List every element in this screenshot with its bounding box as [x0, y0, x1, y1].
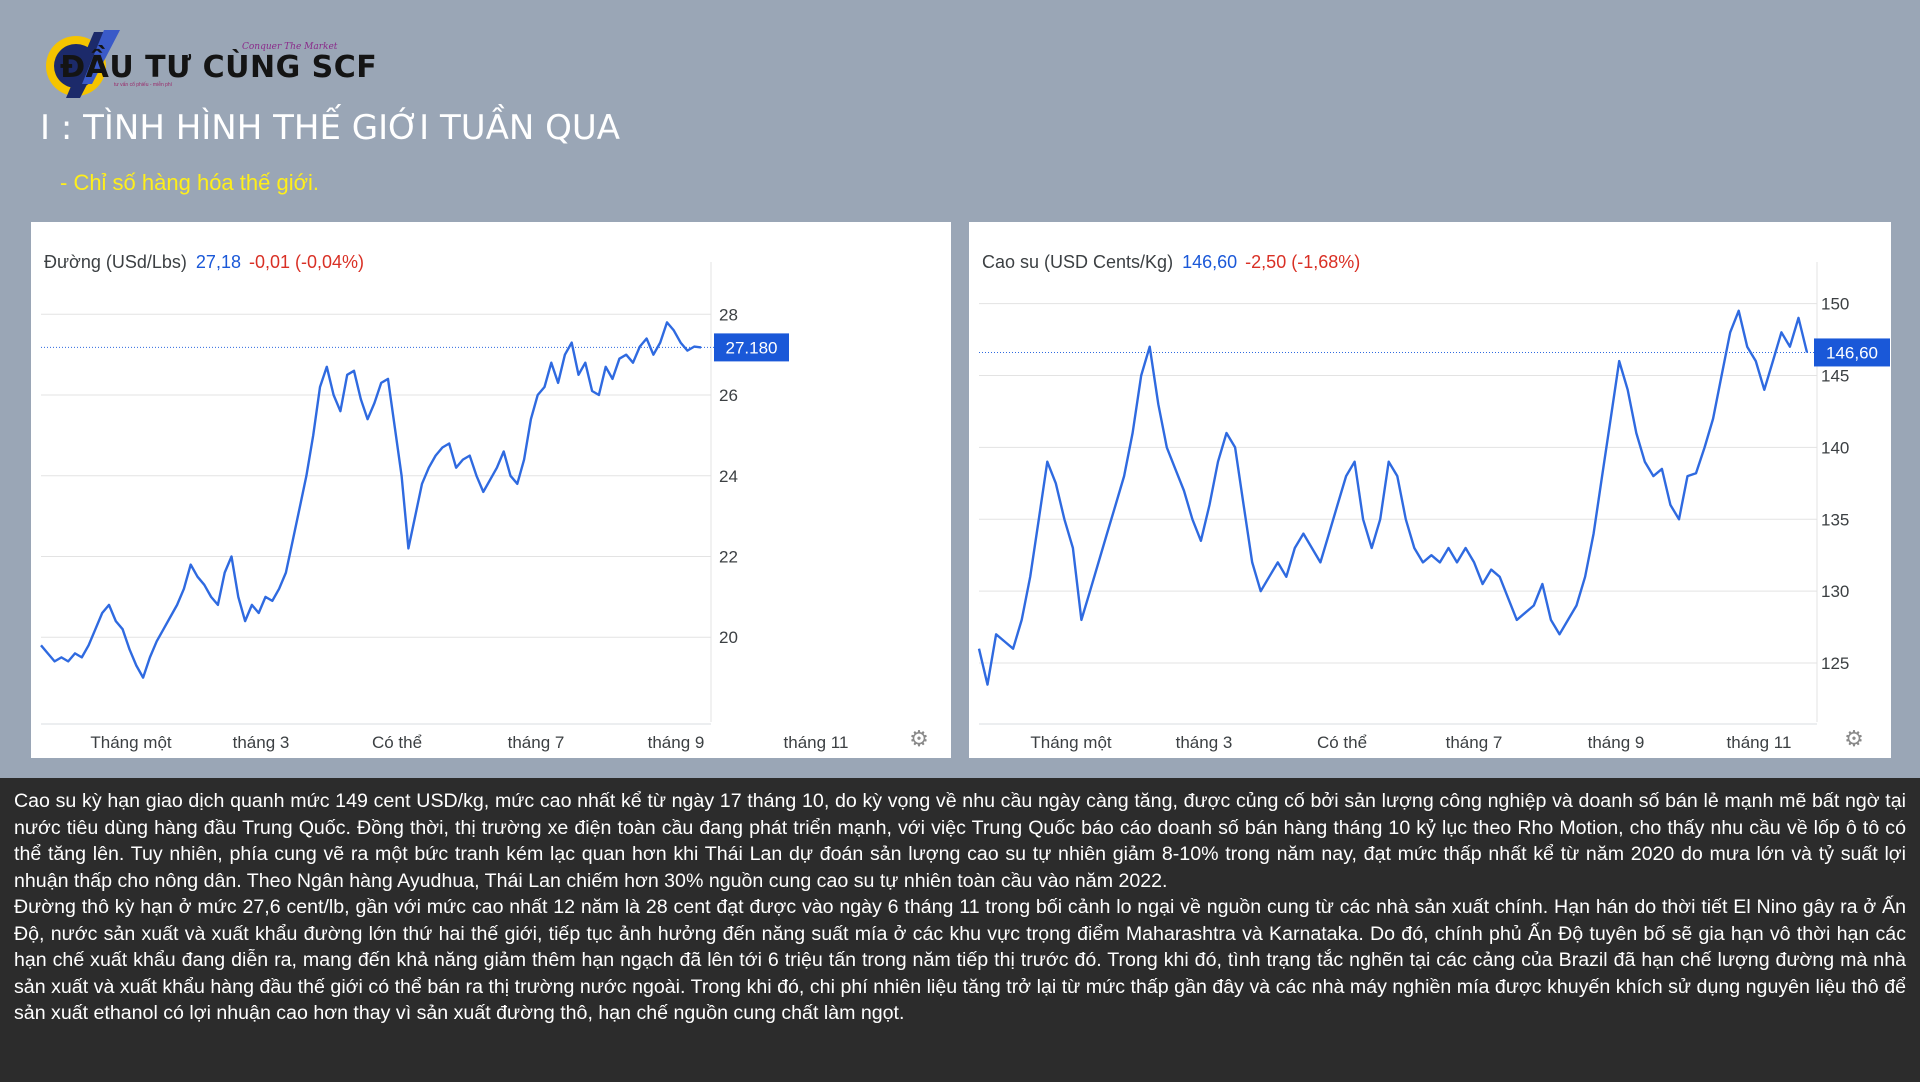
sugar-x-tick-label: Tháng một: [90, 733, 172, 752]
sugar-chart-header: Đường (USd/Lbs) 27,18 -0,01 (-0,04%): [44, 252, 364, 273]
article-paragraph-rubber: Cao su kỳ hạn giao dịch quanh mức 149 ce…: [14, 790, 1906, 892]
rubber-chart-header: Cao su (USD Cents/Kg) 146,60 -2,50 (-1,6…: [982, 252, 1360, 273]
rubber-chart-title: Cao su (USD Cents/Kg): [982, 252, 1174, 272]
article-text: Cao su kỳ hạn giao dịch quanh mức 149 ce…: [0, 778, 1920, 1082]
rubber-y-tick-label: 145: [1821, 366, 1849, 385]
sugar-price-badge-label: 27.180: [726, 338, 778, 357]
section-heading: I : TÌNH HÌNH THẾ GIỚI TUẦN QUA: [40, 108, 621, 148]
article-paragraph-sugar: Đường thô kỳ hạn ở mức 27,6 cent/lb, gần…: [14, 896, 1906, 1024]
sugar-y-tick-label: 28: [719, 305, 738, 324]
rubber-change: -2,50 (-1,68%): [1245, 252, 1361, 272]
sugar-x-tick-label: tháng 11: [784, 733, 849, 752]
sugar-x-tick-label: tháng 7: [508, 733, 565, 752]
sugar-change: -0,01 (-0,04%): [248, 252, 365, 272]
sugar-x-tick-label: tháng 3: [233, 733, 290, 752]
sugar-chart-title: Đường (USd/Lbs): [44, 252, 187, 272]
sugar-price-line: [40, 321, 702, 679]
logo-subline: tư vấn cổ phiếu - miễn phí: [114, 82, 173, 88]
sugar-chart-panel: 20 22 24 26 28 Tháng một tháng 3 Có thể tháng 7 t…: [31, 222, 951, 758]
rubber-x-tick-label: Tháng một: [1030, 733, 1112, 752]
rubber-x-tick-label: tháng 3: [1176, 733, 1233, 752]
sugar-y-tick-label: 26: [719, 386, 738, 405]
rubber-price-badge-label: 146,60: [1826, 343, 1878, 362]
logo-emblem: [46, 30, 120, 98]
rubber-price-badge: [1814, 338, 1890, 367]
rubber-y-tick-label: 140: [1821, 438, 1849, 457]
sugar-y-tick-label: 20: [719, 628, 738, 647]
scf-logo: ĐẦU TƯ CÙNG SCF Conquer The Market tư vấ…: [44, 24, 377, 104]
section-subheading: - Chỉ số hàng hóa thế giới.: [60, 170, 320, 195]
rubber-y-tick-label: 130: [1821, 582, 1849, 601]
sugar-price: 27,18: [195, 252, 241, 272]
logo-text: ĐẦU TƯ CÙNG SCF: [60, 50, 378, 85]
rubber-chart-svg: 125 130 135 140 145 150 Tháng một tháng 3 Có thể…: [977, 262, 1890, 752]
gear-icon[interactable]: ⚙: [909, 726, 929, 751]
sugar-y-tick-label: 24: [719, 467, 738, 486]
rubber-x-tick-label: tháng 9: [1588, 733, 1645, 752]
logo-tagline: Conquer The Market: [242, 42, 338, 52]
sugar-x-tick-label: Có thể: [372, 733, 422, 752]
rubber-chart-panel: 125 130 135 140 145 150 Tháng một tháng 3 Có thể…: [969, 222, 1891, 758]
rubber-y-tick-label: 150: [1821, 295, 1849, 314]
rubber-y-tick-label: 125: [1821, 654, 1849, 673]
rubber-y-tick-label: 135: [1821, 510, 1849, 529]
rubber-x-tick-label: tháng 11: [1727, 733, 1792, 752]
rubber-price: 146,60: [1182, 252, 1238, 272]
sugar-x-tick-label: tháng 9: [648, 733, 705, 752]
sugar-chart-svg: 20 22 24 26 28 Tháng một tháng 3 Có thể tháng 7 t…: [40, 262, 849, 752]
sugar-price-badge: [714, 333, 789, 362]
rubber-price-line: [977, 309, 1809, 686]
rubber-x-tick-label: tháng 7: [1446, 733, 1503, 752]
sugar-y-tick-label: 22: [719, 547, 738, 566]
rubber-x-tick-label: Có thể: [1317, 733, 1367, 752]
gear-icon[interactable]: ⚙: [1844, 726, 1864, 751]
